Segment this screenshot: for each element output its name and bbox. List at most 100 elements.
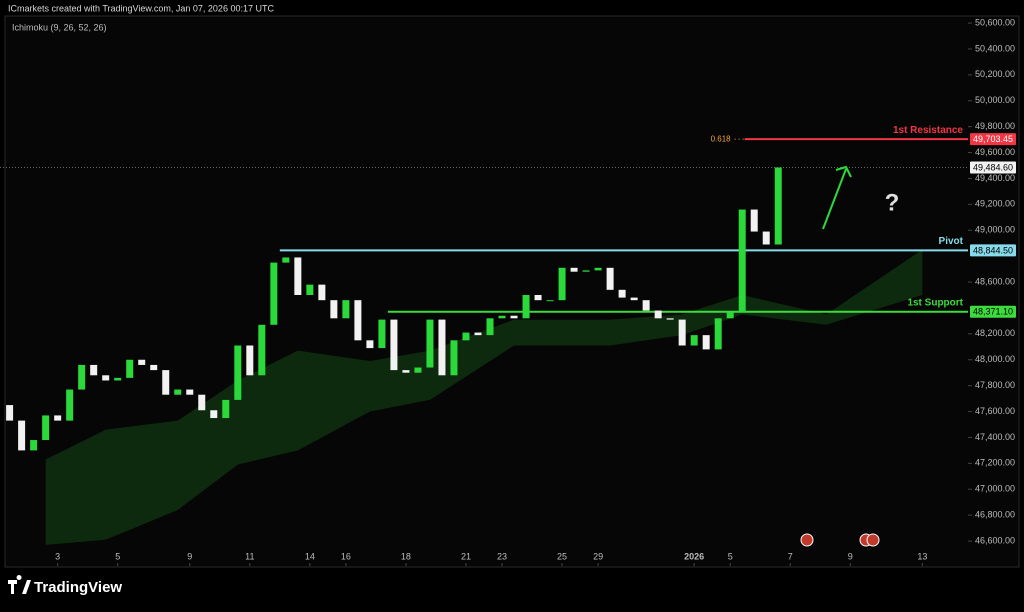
candle (6, 405, 14, 421)
candle (426, 319, 434, 368)
candle (114, 377, 122, 381)
annotation: ? (885, 189, 900, 216)
candle (78, 364, 86, 390)
candle (378, 319, 386, 349)
indicator-label: Ichimoku (9, 26, 52, 26) (12, 22, 107, 32)
y-tick-label: 49,400.00 (975, 173, 1015, 183)
candle (498, 315, 506, 319)
candle (42, 415, 50, 441)
candle (102, 375, 110, 381)
candle (66, 389, 74, 421)
level-price-box (970, 133, 1016, 146)
candle (150, 364, 158, 371)
x-tick-label: 11 (245, 551, 254, 561)
event-icon (866, 533, 880, 547)
y-tick-label: 50,200.00 (975, 69, 1015, 79)
level-price-box (970, 244, 1016, 257)
candle (558, 267, 566, 301)
candle (486, 318, 494, 336)
level-name: Pivot (939, 236, 964, 247)
candle (762, 231, 770, 245)
candle (546, 300, 554, 302)
candle (126, 359, 134, 378)
candle (750, 209, 758, 232)
event-icons (800, 533, 880, 547)
candle (462, 332, 470, 341)
candle (342, 300, 350, 319)
candle (582, 270, 590, 272)
y-tick-label: 47,200.00 (975, 458, 1015, 468)
candle (18, 420, 26, 451)
level-name: 1st Resistance (893, 125, 963, 136)
candle (570, 267, 578, 272)
y-tick-label: 48,200.00 (975, 328, 1015, 338)
ichimoku-cloud (45, 249, 923, 545)
candle (402, 370, 410, 373)
candle (666, 318, 674, 320)
logo-mark (8, 575, 31, 594)
candle (138, 359, 146, 365)
candle (438, 319, 446, 376)
candle (726, 311, 734, 319)
y-tick-label: 50,400.00 (975, 43, 1015, 53)
last-price-box (970, 161, 1016, 174)
candle (270, 262, 278, 325)
candle (606, 267, 614, 290)
x-tick-label: 25 (557, 551, 567, 561)
y-tick-label: 49,200.00 (975, 199, 1015, 209)
y-tick-label: 48,600.00 (975, 276, 1015, 286)
header-title: ICmarkets created with TradingView.com, … (8, 3, 274, 13)
candle (474, 332, 482, 336)
x-tick-label: 9 (187, 551, 192, 561)
candle (210, 410, 218, 419)
x-tick-label: 5 (115, 551, 120, 561)
y-tick-label: 49,000.00 (975, 225, 1015, 235)
candle (690, 335, 698, 346)
candle (738, 209, 746, 312)
candle (414, 367, 422, 373)
x-tick-label: 14 (305, 551, 315, 561)
candle (306, 284, 314, 296)
candle (294, 257, 302, 296)
x-tick-label: 23 (497, 551, 507, 561)
candle (630, 297, 638, 301)
logo-text: TradingView (34, 579, 122, 596)
level-price-box (970, 305, 1016, 318)
y-tick-label: 47,400.00 (975, 432, 1015, 442)
candle (366, 340, 374, 349)
candle (174, 389, 182, 395)
y-tick-label: 48,000.00 (975, 354, 1015, 364)
level-price-label: 48,371.10 (973, 307, 1013, 317)
level-price-label: 48,844.50 (973, 245, 1013, 255)
x-tick-label: 18 (401, 551, 411, 561)
arrow (822, 165, 852, 230)
level-name: 1st Support (907, 297, 963, 308)
candle (510, 315, 518, 319)
event-icon (800, 533, 814, 547)
candle (90, 364, 98, 376)
x-tick-label: 3 (55, 551, 60, 561)
candle (390, 319, 398, 371)
candle (618, 289, 626, 298)
candle (522, 295, 530, 319)
candle (534, 295, 542, 301)
fib-label: 0.618 (711, 134, 732, 143)
candle (678, 319, 686, 346)
x-tick-label: 7 (788, 551, 793, 561)
x-tick-label: 5 (728, 551, 733, 561)
y-tick-label: 47,600.00 (975, 406, 1015, 416)
candle (354, 300, 362, 341)
candle (702, 335, 710, 350)
y-tick-label: 46,800.00 (975, 510, 1015, 520)
level-price-label: 49,703.45 (973, 134, 1013, 144)
candle (198, 394, 206, 411)
logo: TradingView (8, 575, 122, 596)
x-tick-label: 9 (848, 551, 853, 561)
y-tick-label: 47,000.00 (975, 484, 1015, 494)
plot: 46,600.00 46,800.00 47,000.00 47,200.00 47,4… (0, 17, 1016, 566)
candle (282, 257, 290, 263)
candle (246, 345, 254, 376)
candle (594, 267, 602, 271)
y-tick-label: 49,800.00 (975, 121, 1015, 131)
y-tick-label: 46,600.00 (975, 535, 1015, 545)
